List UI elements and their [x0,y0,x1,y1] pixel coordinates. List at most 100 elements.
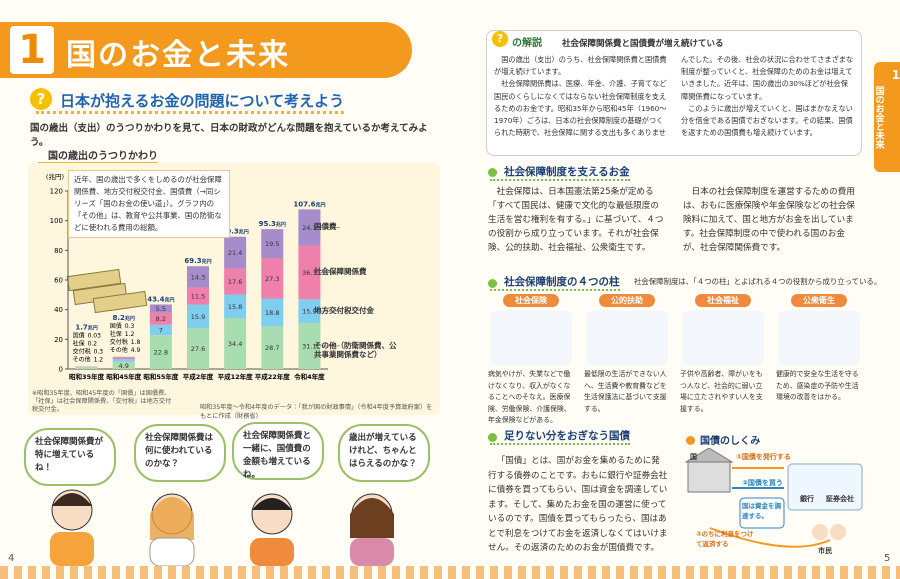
value-label: 7 [159,326,163,334]
total-unit: 兆円 [164,296,174,303]
paragraph: 社会保障は、日本国憲法第25条が定める「すべて国民は、健康で文化的な最低限度の生… [488,187,664,253]
value-label: 28.7 [265,344,279,352]
bullet [488,433,497,442]
bond-text: 「国債」とは、国がお金を集めるために発行する債券のことです。おもに銀行や証券会社… [488,456,668,553]
callout-label: 社保 0.2 [73,339,98,347]
value-label: 15.9 [191,313,205,321]
total-unit: 兆円 [88,324,98,331]
total-value: 1.7 [75,323,88,331]
value-label: 15.9 [302,308,316,316]
y-tick-label: 120 [50,188,63,196]
value-label: 8.2 [156,315,166,323]
total-label: 89.3兆円 [221,228,248,236]
bar-segment [112,359,135,362]
chapter-title: 国のお金と未来 [66,38,290,73]
bar-segment [298,209,321,246]
callout-value: 0.2 [88,340,98,347]
x-tick-label: 平成22年度 [255,372,291,381]
bar-segment [261,258,284,299]
total-label: 8.2兆円 [113,314,135,322]
x-tick-label: 昭和45年度 [106,372,142,381]
legend-item: 国債費 [314,222,337,232]
total-label: 107.6兆円 [293,200,325,208]
pillar-name: 公衆衛生 [791,294,847,307]
bar-segment [149,304,172,313]
pillar-name: 社会保険 [503,294,559,307]
paragraph: 日本の社会保障制度を運営するための費用は、おもに医療保険や年金保険などの社会保険… [683,187,855,253]
page-number: 5 [884,553,891,564]
total-label: 1.7兆円 [75,323,97,331]
support-title: 社会保障制度を支えるお金 [490,164,630,181]
bond-title: 足りない分をおぎなう国債 [490,428,630,445]
callout-label: 交付税 1.8 [110,338,141,346]
callout-name: 国債 [73,331,85,339]
bar-segment [75,367,98,369]
scheme-buy: ②国債を買う [742,479,783,487]
value-label: 24.3 [302,224,316,232]
bar-segment [187,266,209,288]
pillar: 公衆衛生 健康的で安全な生活を守るため、感染症の予防や生活環境の改善をはかる。 [776,294,862,404]
callout-value: 0.3 [94,348,104,355]
bar-segment [187,304,209,329]
bond-diagram [684,448,863,548]
callout-name: 交付税 [110,338,128,346]
y-tick-label: 20 [54,336,63,344]
chapter-banner [0,22,412,78]
side-tab-title: 国のお金と未来 [873,85,884,149]
support-text: 社会保障は、日本国憲法第25条が定める「すべて国民は、健康で文化的な最低限度の生… [488,185,860,255]
pillar-name: 社会福祉 [695,294,751,307]
y-axis-unit: (兆円) [46,172,64,181]
value-label: 11.5 [191,292,205,300]
total-value: 8.2 [113,314,126,322]
callout-value: 1.8 [131,339,141,346]
callout-label: 国債 0.3 [110,322,135,330]
bar-segment [298,299,321,323]
value-label: 18.8 [265,309,279,317]
callout-name: 交付税 [73,347,91,355]
value-label: 21.4 [228,249,242,257]
paragraph: 社会保障関係費は、医療、年金、介護、子育てなど国民のくらしになくてはならない社会… [494,55,854,138]
pillar-text: 病気やけが、失業などで働けなくなり、収入がなくなることへのそなえ。医療保険、労働… [488,370,571,424]
callout-name: 社保 [110,330,122,338]
bullet [488,168,497,177]
pillar-illustration [586,311,668,365]
total-unit: 兆円 [239,229,249,236]
children-illustration [50,489,394,566]
side-tab: 1 国のお金と未来 [874,62,900,172]
callout-value: 0.3 [125,323,135,330]
speech-bubble: 社会保障関係費と一緒に、国債費の金額も増えているね。 [232,422,324,480]
x-tick-label: 昭和55年度 [143,372,179,381]
pillar: 社会福祉 子供や高齢者、障がいをもつ人など、社会的に弱い立場に立たされやすい人を支… [680,294,766,415]
bar-segment [149,312,172,325]
bar-segment [224,317,247,369]
explanation-box [486,30,862,156]
question-icon: ? [30,88,52,110]
value-label: 19.5 [265,240,279,248]
x-tick-label: 令和4年度 [294,372,325,381]
value-label: 14.3 [191,273,205,281]
callout-value: 4.9 [131,347,141,354]
pillar: 社会保険病気やけが、失業などで働けなくなり、収入がなくなることへのそなえ。医療保… [488,294,574,427]
legend-item: 地方交付税交付金 [314,306,374,316]
scheme-issue: ①国債を発行する [736,453,791,461]
chart-source: 昭和35年度〜令和4年度のデータ：「我が国の財政事情」（令和4年度予算政府案）を… [200,404,433,420]
pillars-note: 社会保障制度は、「４つの柱」とよばれる４つの役割から成り立っている。 [634,277,882,286]
pillar-illustration [490,311,572,365]
bar-segment [298,245,321,300]
y-tick-label: 0 [59,366,63,374]
value-label: 27.6 [191,345,205,353]
value-label: 15.8 [228,303,242,311]
callout-value: 1.2 [125,331,135,338]
bar-segment [224,236,247,269]
value-label: 22.8 [154,349,168,357]
y-tick-label: 100 [50,217,63,225]
x-tick-label: 昭和35年度 [69,372,105,381]
value-label: 36.3 [302,269,316,277]
section-title: 日本が抱えるお金の問題について考えよう [36,90,345,114]
y-tick-label: 40 [54,306,63,314]
value-label: 31.1 [302,342,316,350]
value-label: 34.4 [228,340,242,348]
pillar: 公的扶助 最低限の生活ができない人へ、生活費や教育費などを生活保護法に基づいて支援… [584,294,670,415]
